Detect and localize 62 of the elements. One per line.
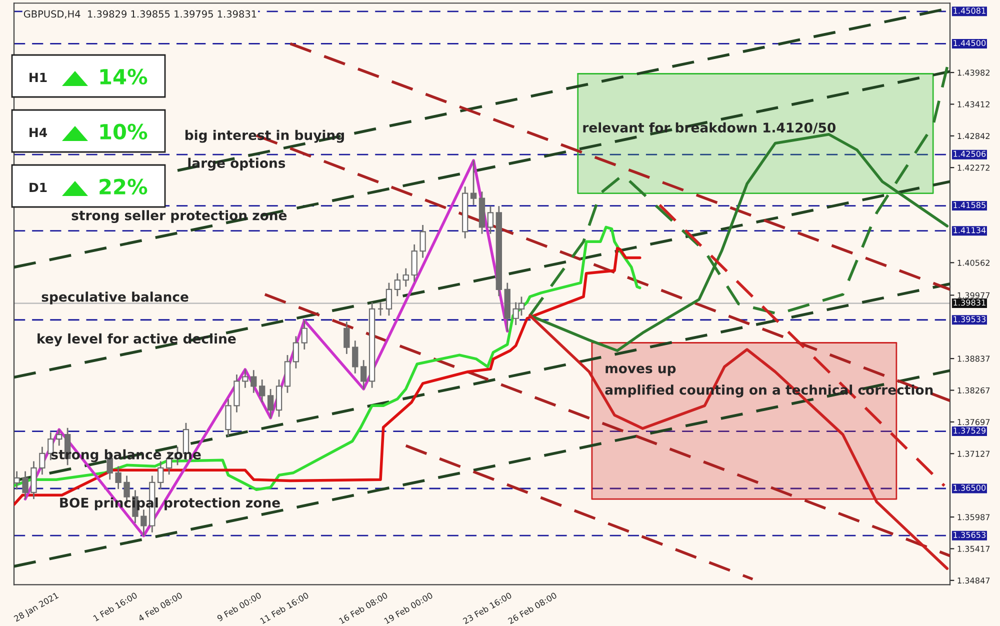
y-tick-label: 1.40562	[958, 260, 990, 266]
annotation: speculative balance	[42, 292, 188, 304]
candlestick	[352, 340, 358, 374]
candlestick	[267, 388, 274, 419]
candlestick	[225, 398, 232, 437]
candlestick	[377, 302, 384, 316]
candlestick	[360, 359, 367, 390]
ref-line-label: 1.39831	[954, 300, 986, 306]
ref-line-label: 1.35653	[954, 532, 986, 538]
candlestick	[22, 470, 28, 500]
ref-line-label: 1.36500	[954, 484, 986, 491]
text: GBPUSD,H4 1.39829 1.39855 1.39795 1.39831	[24, 10, 256, 19]
y-tick-label: 1.39977	[958, 292, 990, 298]
annotation: H1	[30, 72, 47, 82]
candlestick	[115, 466, 122, 490]
candlestick	[470, 160, 477, 206]
y-tick-label: 1.34847	[958, 577, 990, 584]
y-tick-label: 1.43982	[958, 70, 990, 76]
candlestick	[259, 378, 266, 404]
annotation: relevant for breakdown 1.4120/50	[583, 122, 836, 134]
annotation: big interest in buying	[185, 130, 344, 143]
candlestick	[250, 369, 257, 394]
candlestick	[56, 428, 62, 446]
candlestick	[39, 446, 46, 476]
ref-line-label: 1.39533	[954, 316, 986, 322]
candlestick	[14, 470, 20, 490]
candlestick	[386, 282, 392, 316]
candlestick	[276, 378, 282, 418]
ref-line-label: 1.42506	[954, 150, 986, 157]
annotation: 14%	[100, 68, 148, 85]
annotation: 10%	[100, 124, 148, 140]
candlestick	[344, 321, 350, 355]
candlestick	[411, 244, 418, 282]
ref-line-label: 1.41585	[954, 202, 986, 208]
ref-line-label: 1.37529	[954, 428, 986, 434]
candlestick	[394, 272, 401, 297]
y-tick-label: 1.38267	[958, 387, 990, 394]
candlestick	[487, 205, 494, 235]
y-tick-label: 1.35987	[958, 514, 990, 520]
annotation: 22%	[100, 178, 148, 195]
ref-line-label: 1.44500	[954, 40, 986, 46]
annotation: H4	[30, 128, 48, 137]
line-series	[528, 314, 949, 570]
candlestick	[140, 508, 147, 536]
annotation: D1	[30, 182, 47, 192]
y-tick-label: 1.38837	[958, 356, 990, 362]
y-tick-label: 1.35417	[958, 546, 990, 552]
y-tick-label: 1.43412	[958, 101, 990, 108]
candlestick	[301, 320, 308, 350]
ref-line-label: 1.41134	[954, 227, 986, 234]
candlestick	[420, 224, 426, 258]
candlestick	[292, 335, 300, 370]
candlestick	[242, 368, 248, 389]
y-tick-label: 1.37697	[958, 419, 990, 426]
candlestick	[158, 460, 164, 490]
candlestick	[402, 268, 409, 288]
annotation: moves up	[606, 366, 676, 376]
annotation: strong seller protection zone	[72, 210, 287, 223]
ref-line-label: 1.45081	[954, 8, 986, 14]
y-tick-label: 1.37127	[958, 450, 990, 457]
y-tick-label: 1.42272	[958, 164, 990, 171]
y-tick-label: 1.42842	[958, 132, 990, 140]
